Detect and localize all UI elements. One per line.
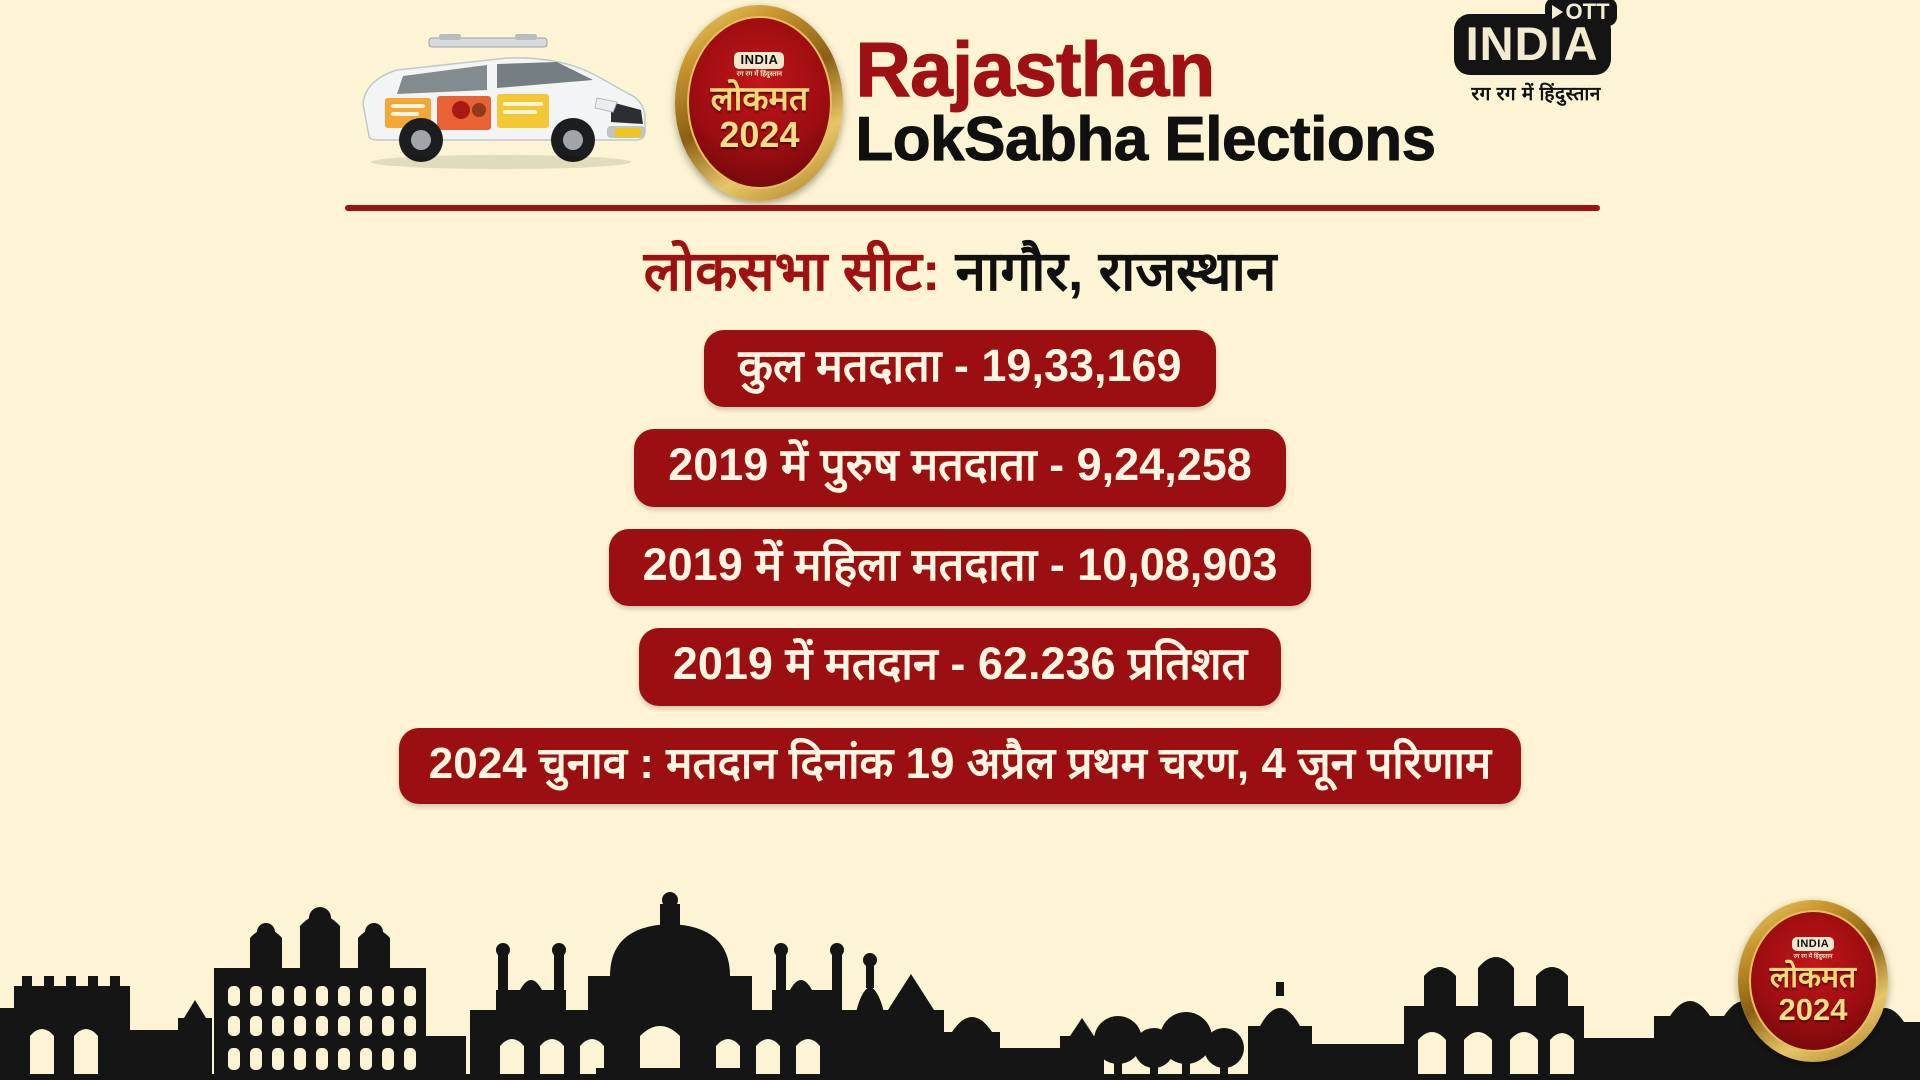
header-titles: Rajasthan LokSabha Elections — [855, 27, 1437, 174]
badge-year: 2024 — [719, 113, 800, 155]
skyline-silhouette — [0, 892, 1920, 1080]
page-title: Rajasthan — [855, 27, 1216, 114]
campaign-van-image — [301, 10, 671, 195]
van-illustration — [362, 34, 647, 169]
badge-network-label: INDIA — [734, 52, 785, 69]
ott-badge: OTT — [1544, 0, 1617, 27]
stat-pill-total-voters: कुल मतदाता - 19,33,169 — [704, 330, 1216, 408]
ott-logo-tagline: रग रग में हिंदुस्तान — [1471, 84, 1601, 105]
badge-inner: INDIA रग रग में हिंदुस्तान लोकमत 2024 — [687, 16, 832, 189]
footer-badge-network-tagline: रग रग में हिंदुस्तान — [1793, 954, 1833, 961]
footer-badge-inner: INDIA रग रग में हिंदुस्तान लोकमत 2024 — [1748, 909, 1878, 1053]
ott-badge-label: OTT — [1565, 0, 1610, 24]
play-icon — [1551, 4, 1563, 19]
footer-badge-year: 2024 — [1778, 992, 1848, 1028]
stat-pill-female-voters: 2019 में महिला मतदाता - 10,08,903 — [608, 528, 1312, 607]
seat-title-label: लोकसभा सीट: — [643, 240, 941, 302]
header: INDIA रग रग में हिंदुस्तान लोकमत 2024 Ra… — [0, 0, 1920, 205]
header-divider — [345, 205, 1600, 211]
ott-logo-word: INDIA — [1465, 17, 1599, 70]
seat-title-value: नागौर, राजस्थान — [955, 240, 1277, 302]
footer-badge-network-label: INDIA — [1791, 936, 1835, 952]
footer-lokmat-badge: INDIA रग रग में हिंदुस्तान लोकमत 2024 — [1738, 900, 1888, 1062]
footer-badge-name: लोकमत — [1769, 961, 1857, 995]
stat-pill-turnout-2019: 2019 में मतदान - 62.236 प्रतिशत — [638, 628, 1282, 706]
stats-list: कुल मतदाता - 19,33,169 2019 में पुरुष मत… — [0, 330, 1920, 804]
badge-name: लोकमत — [710, 79, 809, 118]
stat-pill-male-voters: 2019 में पुरुष मतदाता - 9,24,258 — [634, 429, 1286, 507]
badge-network-tagline: रग रग में हिंदुस्तान — [736, 70, 783, 78]
city-skyline — [0, 890, 1920, 1080]
stat-pill-election-2024: 2024 चुनाव : मतदान दिनांक 19 अप्रैल प्रथ… — [398, 727, 1522, 804]
ott-logo-pill: INDIA OTT — [1453, 0, 1617, 75]
india-ott-logo: INDIA OTT रग रग में हिंदुस्तान — [1453, 0, 1619, 106]
seat-title: लोकसभा सीट: नागौर, राजस्थान — [0, 232, 1920, 307]
lokmat-2024-badge: INDIA रग रग में हिंदुस्तान लोकमत 2024 — [675, 4, 844, 201]
page-subtitle: LokSabha Elections — [855, 104, 1437, 174]
